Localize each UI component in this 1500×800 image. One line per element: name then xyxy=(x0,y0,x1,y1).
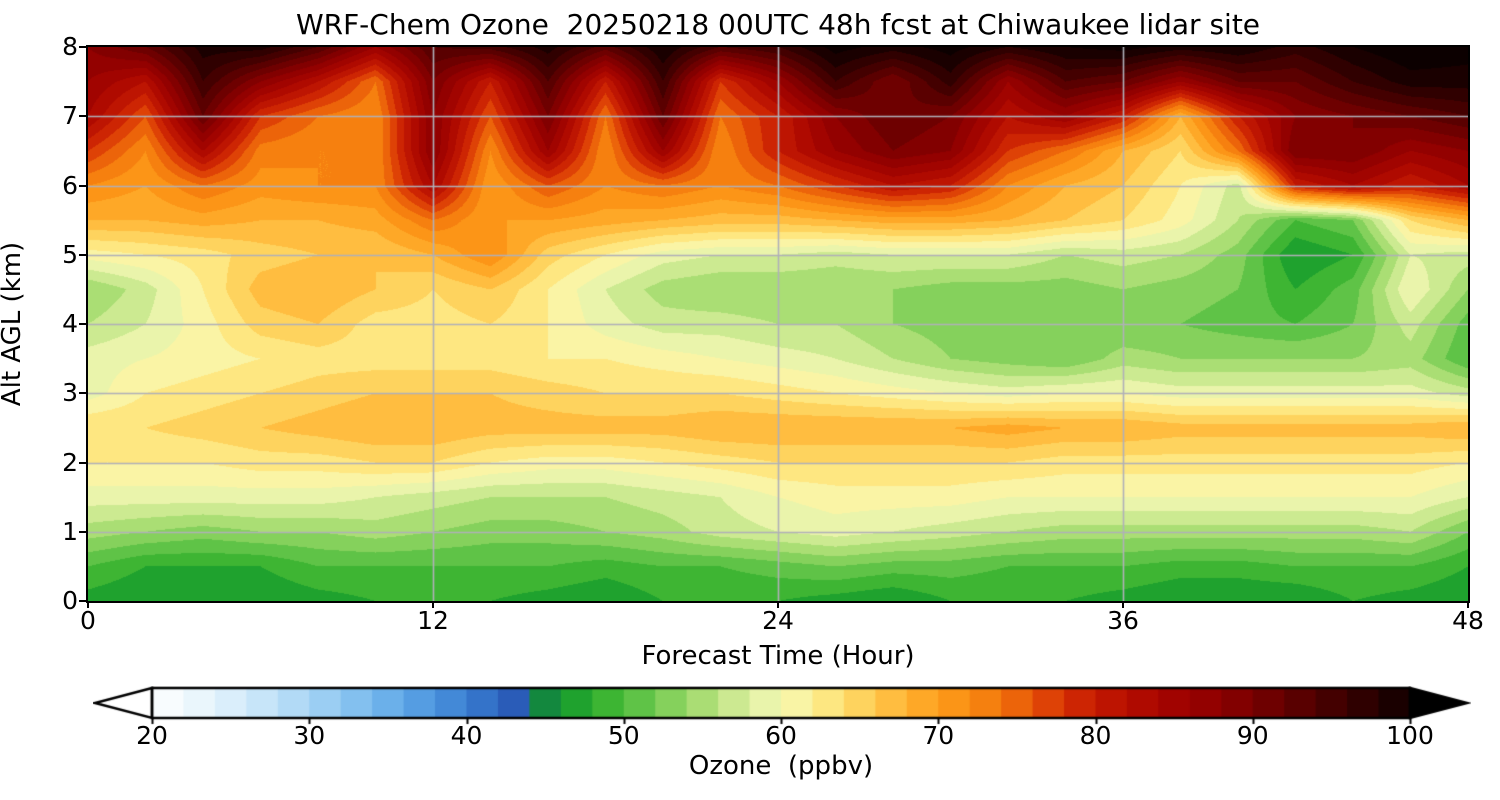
y-tick-label: 5 xyxy=(62,239,78,269)
x-tick-mark xyxy=(1122,601,1124,608)
y-tick-label: 7 xyxy=(62,101,78,131)
colorbar-tick-label: 40 xyxy=(450,721,483,750)
y-tick-label: 4 xyxy=(62,309,78,338)
y-tick-mark xyxy=(79,461,86,464)
y-tick-mark xyxy=(79,392,86,395)
y-tick-label: 8 xyxy=(62,32,78,61)
x-axis-label: Forecast Time (Hour) xyxy=(641,641,915,671)
y-tick-label: 1 xyxy=(62,516,78,546)
x-tick-mark xyxy=(432,601,434,608)
colorbar-tick-label: 50 xyxy=(607,721,640,750)
colorbar xyxy=(93,686,1471,726)
y-tick-mark xyxy=(79,530,86,533)
colorbar-label: Ozone (ppbv) xyxy=(688,751,874,781)
x-tick-mark xyxy=(777,601,779,608)
plot-area xyxy=(86,45,1470,603)
x-tick-label: 12 xyxy=(417,606,449,635)
colorbar-tick-label: 30 xyxy=(293,721,326,750)
x-tick-label: 36 xyxy=(1107,606,1139,635)
colorbar-tick-label: 90 xyxy=(1236,721,1269,750)
x-tick-label: 0 xyxy=(80,606,96,635)
y-tick-mark xyxy=(79,323,86,325)
y-tick-label: 0 xyxy=(62,586,78,615)
chart-title: WRF-Chem Ozone 20250218 00UTC 48h fcst a… xyxy=(295,8,1261,41)
colorbar-tick-label: 80 xyxy=(1079,721,1112,750)
y-tick-label: 3 xyxy=(62,378,78,408)
y-axis-label: Alt AGL (km) xyxy=(0,241,27,407)
x-tick-label: 24 xyxy=(762,606,794,635)
x-tick-mark xyxy=(87,601,89,608)
colorbar-tick-label: 60 xyxy=(765,721,797,750)
y-tick-mark xyxy=(79,600,86,602)
contour-plot-canvas xyxy=(88,47,1468,601)
x-tick-mark xyxy=(1467,601,1469,608)
y-tick-mark xyxy=(79,253,86,256)
y-tick-mark xyxy=(79,46,86,48)
colorbar-tick-label: 100 xyxy=(1386,721,1434,750)
x-tick-label: 48 xyxy=(1452,606,1484,635)
colorbar-tick-label: 20 xyxy=(136,721,168,750)
colorbar-tick-label: 70 xyxy=(922,721,955,750)
y-tick-label: 2 xyxy=(62,447,78,477)
y-tick-mark xyxy=(79,115,86,118)
y-tick-mark xyxy=(79,184,86,187)
y-tick-label: 6 xyxy=(62,170,78,200)
